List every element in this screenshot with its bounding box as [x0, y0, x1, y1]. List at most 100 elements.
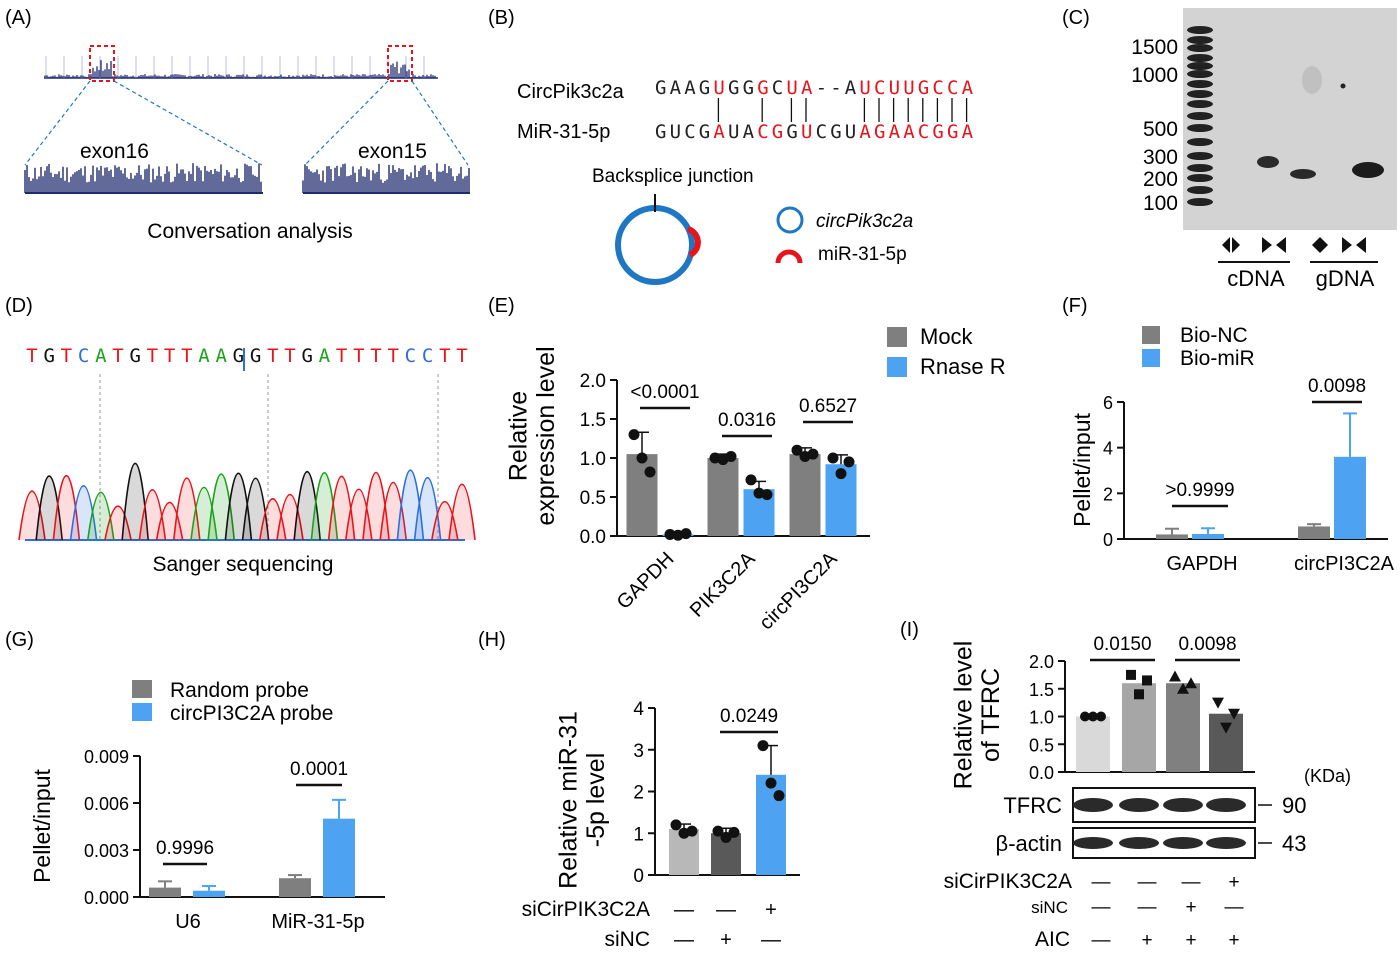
- y-tick-label: 1.5: [580, 410, 606, 431]
- condition-sign: —: [674, 899, 694, 921]
- condition-sign: +: [1141, 930, 1152, 951]
- circ-nucleotide: U: [903, 77, 914, 99]
- mir-nucleotide: U: [845, 121, 856, 143]
- ladder-band: [1187, 124, 1213, 132]
- bar-mock: [789, 454, 821, 536]
- y-tick-label: 2.0: [1029, 652, 1054, 672]
- conservation-track-ticks: [44, 56, 436, 78]
- base-letter: T: [336, 345, 347, 367]
- mir-nucleotide: G: [932, 121, 943, 143]
- mir-nucleotide: A: [889, 121, 901, 143]
- circ-nucleotide: C: [874, 77, 885, 99]
- mir-nucleotide: U: [728, 121, 739, 143]
- ladder-label: 300: [1143, 146, 1178, 169]
- condition-sign: —: [1092, 897, 1111, 918]
- base-letter: G: [301, 345, 312, 367]
- panel-f: (F) 0 2 4 6 Pellet/input GAPDH circPI3C2A >0.99…: [1062, 295, 1395, 575]
- circ-nucleotide: A: [801, 77, 813, 99]
- bar: [756, 774, 786, 875]
- blot-label: β-actin: [996, 831, 1062, 856]
- bar-bio-nc: [1298, 526, 1330, 539]
- convergent-primer-icon: [1276, 237, 1286, 253]
- condition-sign: +: [1228, 872, 1239, 893]
- highlight-box-exon15: [387, 45, 413, 82]
- condition-label: siCirPIK3C2A: [944, 870, 1072, 893]
- ladder-band: [1187, 112, 1213, 120]
- panel-a: (A) exon16 exon15 Conversation analysis: [5, 7, 470, 243]
- circ-nucleotide: G: [728, 77, 739, 99]
- base-letter: T: [284, 345, 295, 367]
- y-tick-label: 0.000: [84, 888, 129, 908]
- data-point: [1228, 708, 1240, 720]
- data-point: [686, 825, 698, 837]
- mirna-arc: [686, 226, 701, 258]
- mir-nucleotide: U: [801, 121, 812, 143]
- condition-sign: —: [1138, 872, 1157, 893]
- panel-f-label: (F): [1062, 295, 1088, 317]
- legend-circ-label: circPik3c2a: [816, 211, 913, 232]
- mir-nucleotide: A: [859, 121, 871, 143]
- bar: [1076, 716, 1110, 772]
- bar-mock: [707, 458, 739, 536]
- panel-g-label: (G): [5, 629, 34, 651]
- y-tick-label: 0.003: [84, 841, 129, 861]
- base-letter: G: [250, 345, 261, 367]
- mir-nucleotide: U: [670, 121, 681, 143]
- ladder-band: [1187, 174, 1213, 182]
- x-tick-label: circPI3C2A: [1294, 553, 1395, 575]
- y-tick-label: 0.0: [580, 527, 606, 548]
- p-value-label: 0.0249: [720, 706, 778, 727]
- data-point: [1177, 682, 1189, 694]
- legend-mir-label: miR-31-5p: [818, 244, 907, 265]
- ladder-band: [1187, 54, 1213, 62]
- bar-series-0: [279, 878, 311, 897]
- chart-g: 0.000 0.003 0.006 0.009 Pellet/input U6 MiR-31…: [29, 679, 385, 933]
- circrna-circle: [615, 205, 695, 285]
- base-letter: T: [61, 345, 72, 367]
- divergent-primer-icon: [1222, 237, 1230, 253]
- y-tick-label: 4: [633, 699, 644, 720]
- base-letter: T: [181, 345, 192, 367]
- base-letter: G: [233, 345, 244, 367]
- condition-sign: —: [716, 899, 736, 921]
- ladder-band: [1187, 198, 1213, 206]
- trace-peak: [18, 490, 46, 541]
- panel-g: (G) 0.000 0.003 0.006 0.009 Pellet/input U6 Mi…: [5, 629, 385, 933]
- data-point: [765, 777, 777, 789]
- x-tick-label: circPI3C2A: [755, 548, 842, 635]
- circ-nucleotide: -: [830, 77, 841, 99]
- ladder-band: [1187, 26, 1213, 34]
- base-letter: A: [215, 345, 227, 367]
- ladder-band: [1187, 70, 1213, 78]
- circ-nucleotide: G: [918, 77, 929, 99]
- base-letter: G: [129, 345, 140, 367]
- y-axis-label: Relative miR-31-5p level: [554, 711, 610, 889]
- chart-f: 0 2 4 6 Pellet/input GAPDH circPI3C2A >0.9999 0.…: [1069, 324, 1395, 575]
- y-tick-label: 0.5: [1029, 735, 1054, 755]
- mir-nucleotide: G: [655, 121, 666, 143]
- panel-d-label: (D): [5, 295, 33, 317]
- mir-nucleotide: A: [713, 121, 725, 143]
- base-letter: A: [319, 345, 331, 367]
- p-value-label: 0.0098: [1308, 376, 1366, 397]
- condition-sign: —: [1182, 872, 1201, 893]
- mir-nucleotide: C: [918, 121, 929, 143]
- base-letter: C: [78, 345, 89, 367]
- circ-nucleotide: A: [670, 77, 682, 99]
- circ-name: CircPik3c2a: [517, 81, 625, 103]
- legend-swatch: [887, 327, 907, 347]
- condition-sign: +: [1185, 930, 1196, 951]
- ladder-label: 500: [1143, 118, 1178, 141]
- base-letter: C: [405, 345, 416, 367]
- condition-sign: —: [1092, 930, 1111, 951]
- data-point: [1212, 697, 1224, 709]
- data-point: [1169, 670, 1181, 682]
- mir-name: MiR-31-5p: [517, 121, 610, 143]
- data-point: [644, 466, 656, 478]
- sequence-alignment: G A A G U G G G C U A - - A U C U U G C C AG U C G A U A C G G U C G U A G A A…: [655, 77, 974, 143]
- trace-peak: [379, 482, 407, 541]
- data-point: [728, 826, 740, 838]
- base-letter: T: [439, 345, 450, 367]
